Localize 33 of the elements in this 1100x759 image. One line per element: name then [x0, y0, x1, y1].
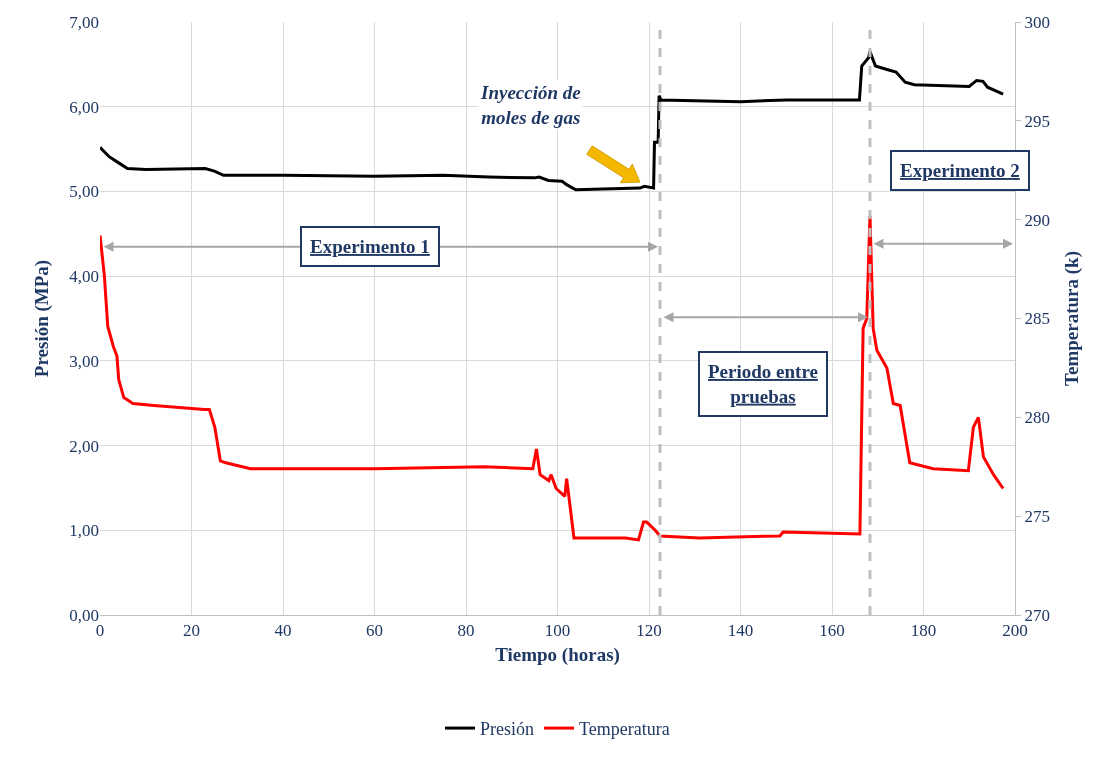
y2-tick-label: 290	[1024, 210, 1050, 230]
line-series	[100, 50, 1005, 192]
x-tick-label: 160	[819, 621, 845, 641]
y2-tick-label: 275	[1024, 507, 1050, 527]
y2-tick-label: 295	[1024, 111, 1050, 131]
y-tick-label: 1,00	[69, 521, 99, 541]
legend-label: Presión	[480, 719, 534, 740]
y-tick-label: 5,00	[69, 182, 99, 202]
annotation: Inyección de moles de gas	[480, 82, 582, 128]
x-tick-label: 120	[636, 621, 662, 641]
line-series	[100, 214, 1005, 542]
x-tick-label: 140	[727, 621, 754, 641]
y-tick-label: 3,00	[69, 351, 99, 371]
x-tick-label: 20	[183, 621, 200, 641]
y-tick-label: 6,00	[69, 97, 99, 117]
x-axis-title: Tiempo (horas)	[495, 644, 620, 667]
y-tick-label: 4,00	[69, 267, 99, 287]
y2-tick-label: 285	[1024, 309, 1050, 329]
annotation: Experimento 1	[310, 236, 430, 257]
annotation: Periodo entre pruebas	[708, 361, 818, 407]
y-tick-label: 7,00	[69, 12, 99, 32]
x-tick-label: 60	[366, 621, 383, 641]
y-tick-label: 2,00	[69, 436, 99, 456]
y2-tick-label: 300	[1024, 12, 1050, 32]
y-axis-title: Presión (MPa)	[31, 259, 54, 378]
annotation: Experimento 2	[900, 160, 1020, 181]
legend-label: Temperatura	[579, 719, 670, 740]
x-tick-label: 100	[544, 621, 571, 641]
y2-axis-title: Temperatura (k)	[1060, 251, 1083, 386]
x-tick-label: 40	[274, 621, 292, 641]
x-tick-label: 80	[457, 621, 475, 641]
x-tick-label: 180	[910, 621, 937, 641]
y2-tick-label: 280	[1024, 408, 1050, 428]
